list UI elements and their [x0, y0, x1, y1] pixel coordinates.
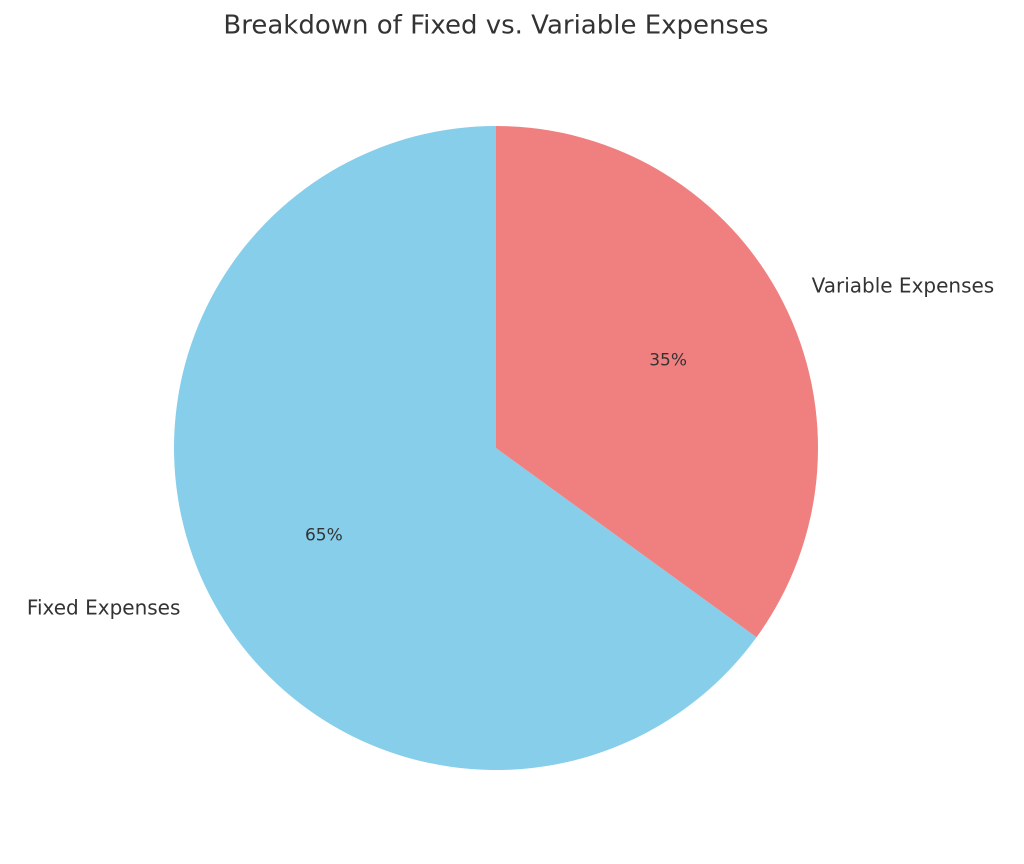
percent-label: 35% [649, 350, 687, 370]
chart-title: Breakdown of Fixed vs. Variable Expenses [223, 11, 768, 41]
pie-slice [496, 126, 819, 638]
slice-label: Variable Expenses [812, 274, 995, 298]
slice-label: Fixed Expenses [27, 595, 180, 619]
pie-slice [173, 126, 757, 771]
percent-label: 65% [305, 526, 343, 546]
